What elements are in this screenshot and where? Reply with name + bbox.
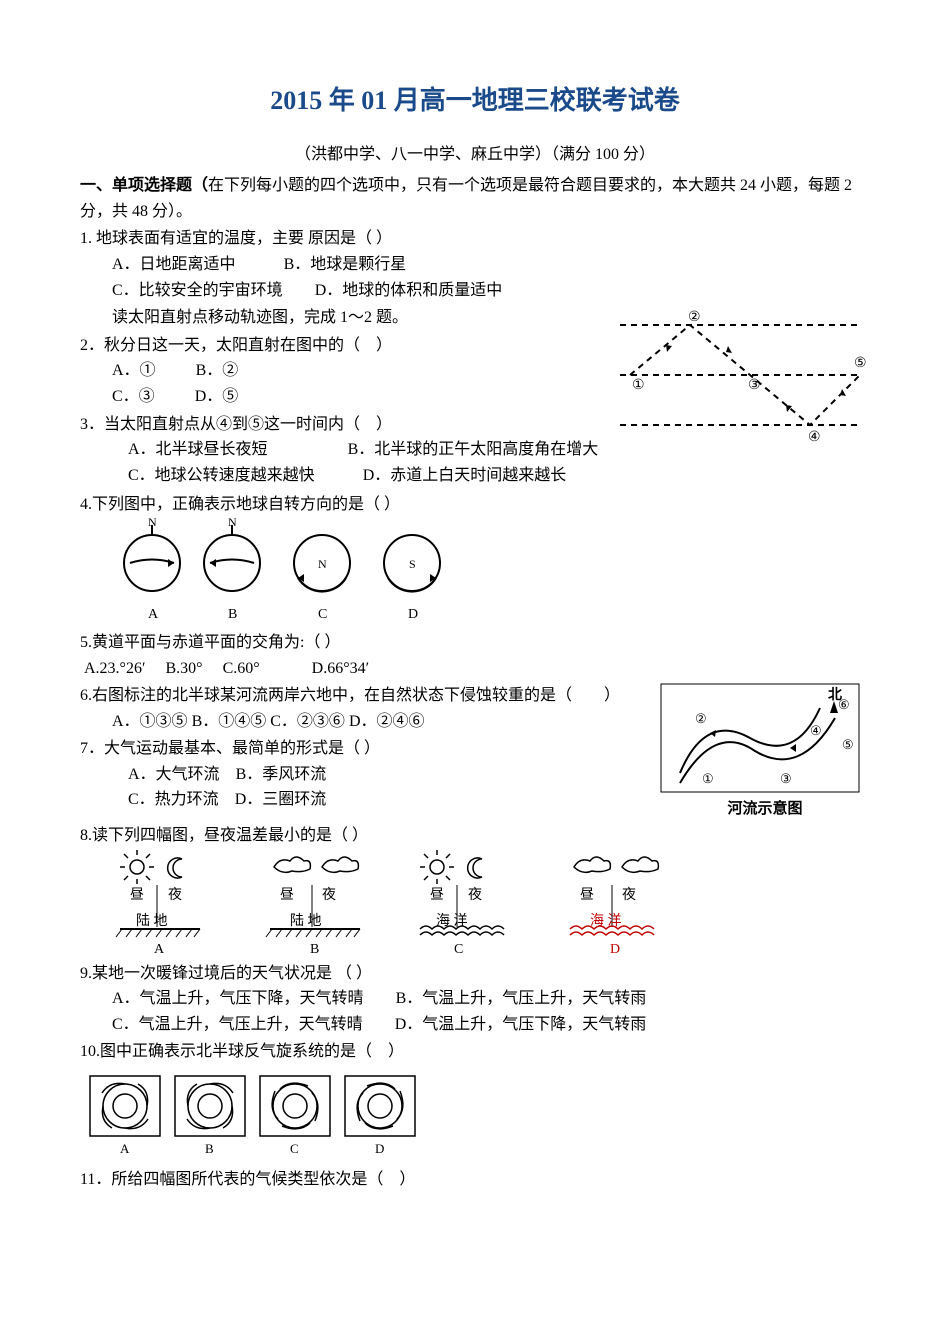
svg-text:②: ② [688,310,701,325]
q4-ld: D [408,607,418,622]
page-title: 2015 年 01 月高一地理三校联考试卷 [80,80,870,122]
river-figure: ② ① ③ ④ ⑤ ⑥ 北 河流示意图 [660,683,870,821]
svg-text:陆 地: 陆 地 [290,913,322,929]
q4: 4.下列图中，正确表示地球自转方向的是（ ） N A N B N [80,492,870,628]
q10-stem: 10.图中正确表示北半球反气旋系统的是（ ） [80,1039,870,1065]
q6-c: C．②③⑥ [270,713,345,730]
q6-b: B．①④⑤ [192,713,267,730]
q5-b: B.30° [165,660,202,677]
svg-text:夜: 夜 [168,887,182,903]
q4-n1: N [148,518,157,529]
svg-text:A: A [120,1141,130,1156]
q7-c: C．热力环流 [128,791,219,808]
q5-c: C.60° [223,660,260,677]
q7-a: A．大气环流 [128,766,220,783]
svg-text:③: ③ [748,378,761,393]
svg-text:④: ④ [808,430,821,445]
svg-text:海 洋: 海 洋 [590,913,622,929]
svg-text:昼: 昼 [130,888,144,903]
q11-stem: 11．所给四幅图所代表的气候类型依次是（ ） [80,1167,870,1193]
svg-text:③: ③ [780,771,792,786]
q9-c: C．气温上升，气压上升，天气转晴 [112,1016,363,1033]
q10-figure: A B [80,1071,440,1161]
subtitle: （洪都中学、八一中学、麻丘中学）（满分 100 分） [80,142,870,168]
q8-stem: 8.读下列四幅图，昼夜温差最小的是（ ） [80,823,870,849]
svg-text:A: A [154,942,165,957]
q2-c: C．③ [112,384,155,410]
q6-a: A．①③⑤ [112,713,188,730]
q9-stem: 9.某地一次暖锋过境后的天气状况是 （ ） [80,961,870,987]
q8: 8.读下列四幅图，昼夜温差最小的是（ ） 昼 [80,823,870,959]
q8-figure: 昼 夜 陆 地 A 昼 夜 陆 地 [112,849,672,959]
q4-sd: S [409,557,416,571]
q5-d: D.66°34′ [312,660,369,677]
svg-text:C: C [454,942,463,957]
sun-trajectory-figure: ① ② ③ ④ ⑤ [610,305,870,445]
svg-text:B: B [205,1141,214,1156]
q1-d: D．地球的体积和质量适中 [315,282,503,299]
q1-c: C．比较安全的宇宙环境 [112,282,283,299]
svg-text:⑤: ⑤ [842,737,854,752]
q10: 10.图中正确表示北半球反气旋系统的是（ ） A [80,1039,870,1161]
q6-d: D．②④⑥ [349,713,425,730]
q3-d: D．赤道上白天时间越来越长 [363,467,567,484]
q6-block: ② ① ③ ④ ⑤ ⑥ 北 河流示意图 6.右图标注的北半球某河流两岸六地中，在… [80,683,870,821]
section-label: 一、单项选择题（ [80,177,208,194]
q4-n2: N [228,518,237,529]
svg-text:陆 地: 陆 地 [136,913,168,929]
svg-text:D: D [610,942,620,957]
svg-text:④: ④ [810,723,822,738]
q4-lb: B [228,607,237,622]
svg-text:昼: 昼 [580,888,594,903]
q4-nc: N [318,557,327,571]
svg-text:昼: 昼 [280,888,294,903]
q1-stem: 1. 地球表面有适宜的温度，主要 原因是（ ） [80,226,870,252]
q2-a: A．① [112,358,156,384]
svg-text:夜: 夜 [322,887,336,903]
svg-text:B: B [310,942,319,957]
svg-text:D: D [375,1141,384,1156]
svg-text:①: ① [702,771,714,786]
river-caption: 河流示意图 [660,797,870,821]
q1-a: A．日地距离适中 [112,256,236,273]
q4-stem: 4.下列图中，正确表示地球自转方向的是（ ） [80,492,870,518]
svg-text:昼: 昼 [430,888,444,903]
q7-b: B．季风环流 [236,766,327,783]
q5-a: A.23.°26′ [84,660,145,677]
q9-a: A．气温上升，气压下降，天气转晴 [112,990,364,1007]
svg-text:C: C [290,1141,299,1156]
q23-block: ① ② ③ ④ ⑤ 读太阳直射点移动轨迹图，完成 1～2 题。 2．秋分日这一天… [80,305,870,490]
q9: 9.某地一次暖锋过境后的天气状况是 （ ） A．气温上升，气压下降，天气转晴 B… [80,961,870,1038]
q5: 5.黄道平面与赤道平面的交角为:（ ） A.23.°26′ B.30° C.60… [80,630,870,681]
q3-b: B．北半球的正午太阳高度角在增大 [348,441,599,458]
q9-d: D．气温上升，气压下降，天气转雨 [395,1016,647,1033]
svg-text:夜: 夜 [468,887,482,903]
q7-d: D．三圈环流 [235,791,327,808]
svg-text:①: ① [632,378,645,393]
q9-b: B．气温上升，气压上升，天气转雨 [396,990,647,1007]
svg-text:②: ② [695,711,707,726]
svg-text:夜: 夜 [622,887,636,903]
svg-text:北: 北 [828,687,842,703]
q1: 1. 地球表面有适宜的温度，主要 原因是（ ） A．日地距离适中 B．地球是颗行… [80,226,870,303]
q11: 11．所给四幅图所代表的气候类型依次是（ ） [80,1167,870,1193]
q3-a: A．北半球昼长夜短 [128,441,268,458]
q4-figure: N A N B N C S [112,518,472,628]
q5-stem: 5.黄道平面与赤道平面的交角为:（ ） [80,630,870,656]
q2-b: B．② [196,358,239,384]
section-head: 一、单项选择题（在下列每小题的四个选项中，只有一个选项是最符合题目要求的，本大题… [80,173,870,224]
q2-d: D．⑤ [195,384,239,410]
svg-text:⑤: ⑤ [854,356,867,371]
q4-lc: C [318,607,327,622]
q1-b: B．地球是颗行星 [284,256,407,273]
q4-la: A [148,607,159,622]
q3-c: C．地球公转速度越来越快 [128,467,315,484]
